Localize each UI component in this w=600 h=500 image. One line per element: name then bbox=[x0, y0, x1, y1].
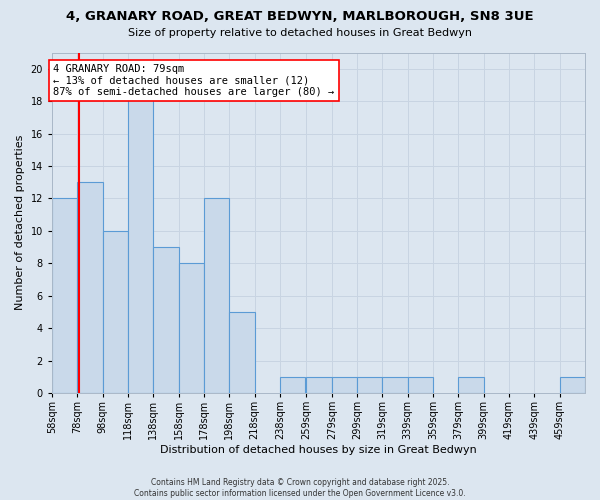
Bar bbox=[128, 68, 153, 393]
Bar bbox=[204, 198, 229, 393]
Bar bbox=[52, 198, 77, 393]
Text: 4 GRANARY ROAD: 79sqm
← 13% of detached houses are smaller (12)
87% of semi-deta: 4 GRANARY ROAD: 79sqm ← 13% of detached … bbox=[53, 64, 334, 97]
Bar bbox=[560, 377, 585, 393]
Bar bbox=[307, 377, 332, 393]
Y-axis label: Number of detached properties: Number of detached properties bbox=[15, 135, 25, 310]
Bar bbox=[103, 231, 128, 393]
Bar bbox=[458, 377, 484, 393]
Bar bbox=[77, 182, 103, 393]
X-axis label: Distribution of detached houses by size in Great Bedwyn: Distribution of detached houses by size … bbox=[160, 445, 477, 455]
Text: 4, GRANARY ROAD, GREAT BEDWYN, MARLBOROUGH, SN8 3UE: 4, GRANARY ROAD, GREAT BEDWYN, MARLBOROU… bbox=[66, 10, 534, 23]
Bar bbox=[280, 377, 305, 393]
Bar bbox=[357, 377, 382, 393]
Text: Contains HM Land Registry data © Crown copyright and database right 2025.
Contai: Contains HM Land Registry data © Crown c… bbox=[134, 478, 466, 498]
Bar bbox=[153, 247, 179, 393]
Bar bbox=[179, 264, 204, 393]
Text: Size of property relative to detached houses in Great Bedwyn: Size of property relative to detached ho… bbox=[128, 28, 472, 38]
Bar bbox=[382, 377, 408, 393]
Bar bbox=[332, 377, 357, 393]
Bar bbox=[408, 377, 433, 393]
Bar bbox=[229, 312, 254, 393]
